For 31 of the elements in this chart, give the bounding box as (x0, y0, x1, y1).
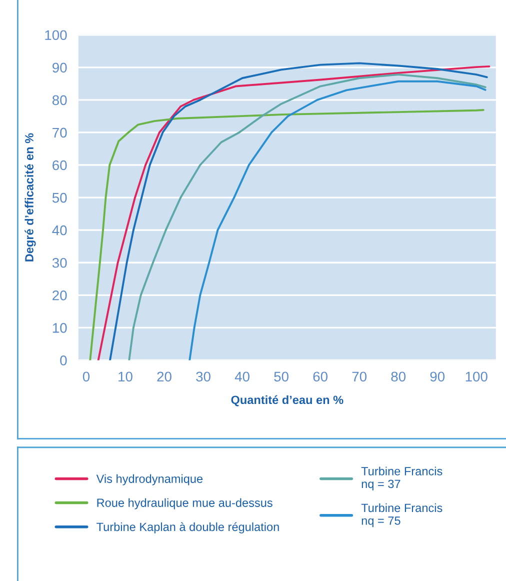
y-tick-label: 90 (52, 62, 67, 73)
y-tick-label: 60 (52, 160, 67, 170)
x-tick-label: 40 (234, 372, 250, 382)
x-tick-label: 80 (391, 372, 406, 382)
x-axis-title: Quantité d’eau en % (231, 395, 344, 406)
y-tick-label: 70 (52, 128, 67, 138)
y-tick-label: 80 (52, 95, 67, 106)
legend-label: Turbine Francis nq = 37 (361, 466, 442, 490)
x-tick-label: 20 (157, 372, 172, 382)
x-tick-label: 70 (352, 372, 367, 382)
y-tick-label: 30 (52, 258, 67, 268)
y-tick-label: 50 (52, 192, 67, 203)
y-tick-label: 20 (52, 290, 67, 300)
y-tick-label: 0 (60, 356, 67, 366)
y-tick-label: 10 (52, 323, 67, 333)
legend-label: Vis hydrodynamique (96, 474, 203, 486)
x-tick-label: 90 (430, 372, 445, 382)
legend-label: Turbine Kaplan à double régulation (96, 522, 279, 534)
line-series (89, 109, 484, 360)
y-tick-label: 100 (45, 30, 67, 40)
line-series (188, 80, 486, 360)
x-tick-label: 50 (274, 372, 288, 382)
legend-label: Turbine Francis nq = 75 (361, 503, 442, 528)
x-tick-label: 0 (82, 372, 90, 382)
y-axis-title: Degré d’efficacité en % (24, 133, 36, 262)
x-tick-label: 30 (196, 372, 210, 382)
y-tick-label: 40 (52, 225, 67, 236)
x-tick-label: 10 (118, 372, 132, 382)
legend-label: Roue hydraulique mue au-dessus (97, 498, 272, 510)
x-tick-label: 60 (313, 372, 328, 382)
x-tick-label: 100 (466, 372, 488, 382)
